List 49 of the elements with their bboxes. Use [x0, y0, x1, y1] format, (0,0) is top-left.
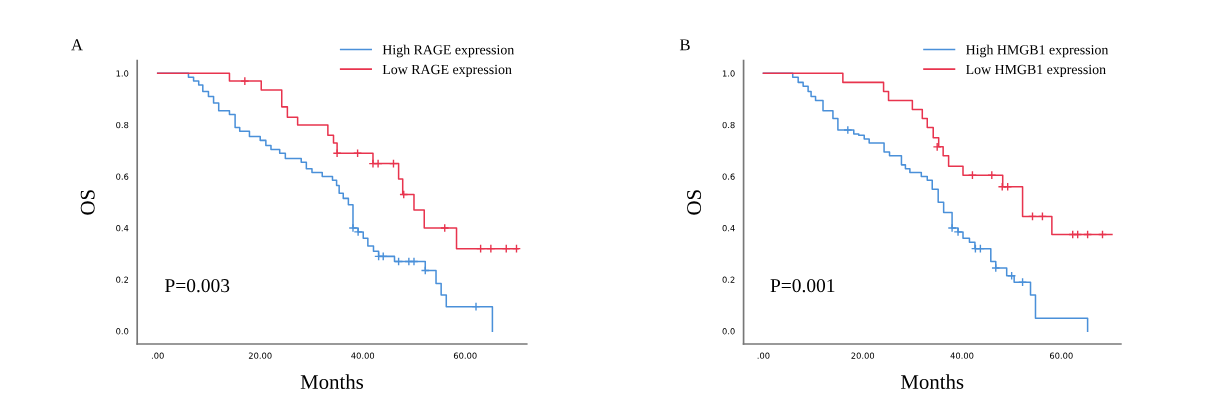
y-tick-label: 1.0 — [722, 70, 735, 77]
legend-label: High HMGB1 expression — [966, 44, 1109, 58]
x-tick-label: 40.00 — [950, 352, 974, 359]
point — [348, 223, 358, 233]
y-tick-label: 0.4 — [116, 225, 129, 232]
y-axis-title: OS — [80, 190, 95, 215]
text: A — [71, 39, 83, 51]
x-tick-label: 20.00 — [851, 352, 875, 359]
x-tick-label: 60.00 — [1049, 352, 1073, 359]
legend-label: High RAGE expression — [382, 44, 515, 58]
point — [843, 125, 853, 135]
y-tick-label: 0.0 — [116, 328, 129, 335]
point — [440, 223, 450, 233]
annotation: P=0.001 — [770, 279, 835, 293]
y-axis-title: OS — [687, 190, 702, 215]
legend-label: Low RAGE expression — [382, 64, 512, 77]
x-tick-label: 40.00 — [351, 352, 375, 359]
point — [471, 302, 481, 312]
y-tick-label: 0.4 — [722, 225, 735, 232]
x-axis-title: Months — [300, 374, 364, 389]
point — [953, 227, 963, 237]
x-tick-label: 20.00 — [248, 352, 272, 359]
point — [240, 76, 250, 86]
y-tick-label: 0.2 — [116, 276, 129, 283]
point — [332, 148, 342, 158]
y-tick-label: 0.0 — [722, 328, 735, 335]
y-tick-label: 0.2 — [722, 276, 735, 283]
point — [991, 263, 1001, 273]
point — [353, 227, 363, 237]
point — [987, 170, 997, 180]
point — [486, 244, 496, 254]
point — [947, 223, 957, 233]
text: B — [679, 39, 690, 51]
point — [932, 142, 942, 152]
point — [373, 159, 383, 169]
y-tick-label: 0.6 — [722, 173, 735, 180]
legend-label: Low HMGB1 expression — [966, 64, 1106, 77]
x-tick-label: .00 — [151, 352, 164, 359]
y-tick-label: 0.8 — [722, 121, 735, 129]
x-tick-label: .00 — [757, 352, 770, 359]
point — [1018, 277, 1028, 287]
x-tick-label: 60.00 — [453, 352, 477, 359]
point — [967, 170, 977, 180]
point — [409, 257, 419, 267]
y-tick-label: 1.0 — [116, 70, 129, 77]
annotation: P=0.003 — [165, 279, 230, 293]
y-tick-label: 0.8 — [116, 121, 129, 129]
y-tick-label: 0.6 — [116, 173, 129, 180]
x-axis-title: Months — [900, 374, 964, 389]
